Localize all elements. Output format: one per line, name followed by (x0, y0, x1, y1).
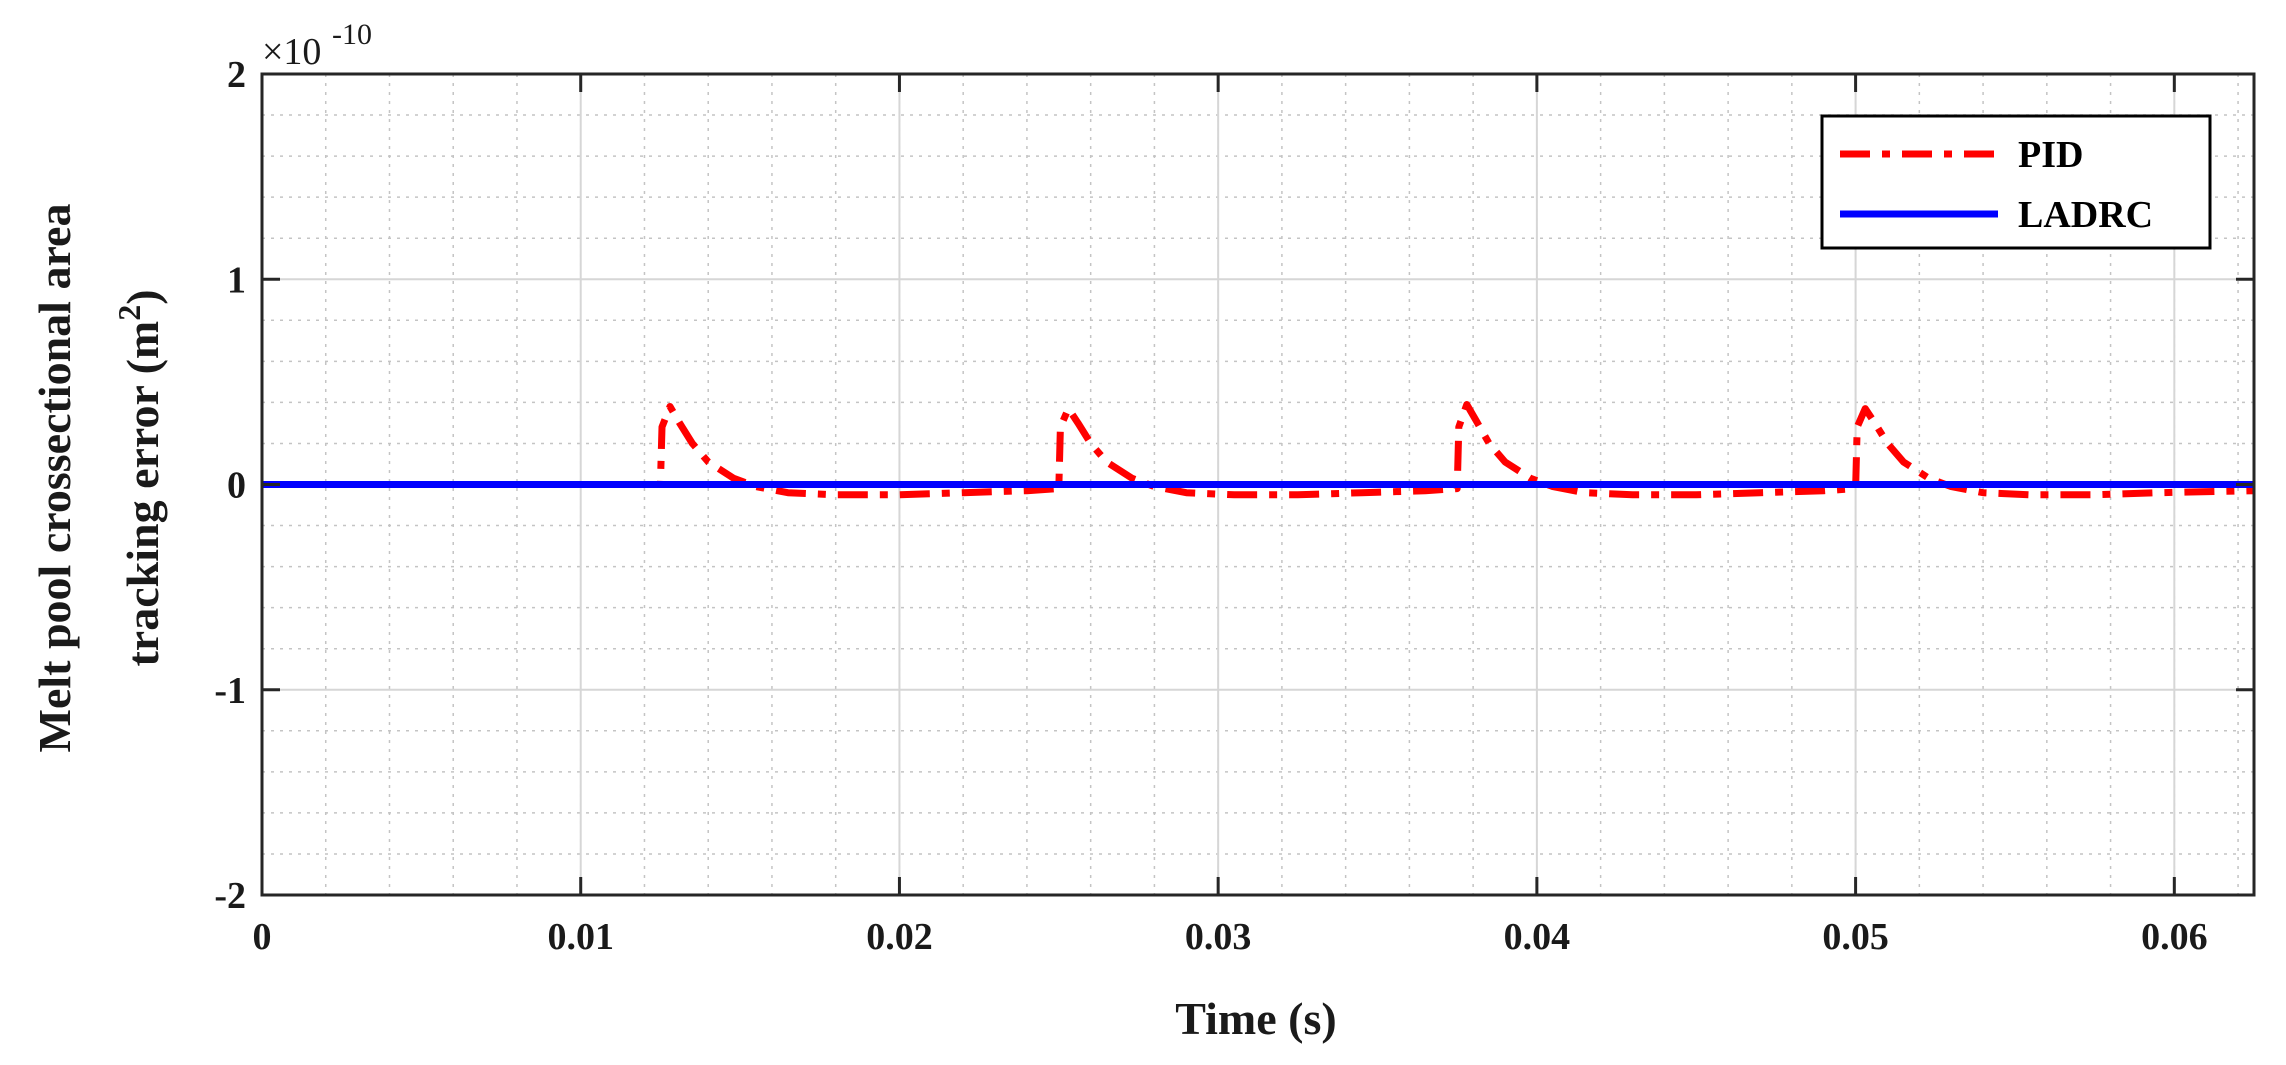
legend-box (1820, 114, 2212, 250)
x-tick-label: 0.02 (866, 916, 933, 958)
y-tick-label: 0 (227, 465, 246, 507)
legend-label-pid: PID (2018, 134, 2083, 176)
series-layer (262, 401, 2255, 499)
legend: PID LADRC (1820, 114, 2212, 250)
y-multiplier-exponent: -10 (332, 18, 372, 51)
y-tick-label: -1 (214, 670, 246, 712)
x-tick-label: 0.05 (1822, 916, 1889, 958)
y-axis-label-2: tracking error (m2) (111, 289, 168, 666)
y-axis-label-line2-end: ) (117, 289, 168, 304)
legend-label-ladrc: LADRC (2018, 194, 2153, 236)
y-multiplier: ×10 -10 (262, 18, 372, 73)
y-tick-label: -2 (214, 875, 246, 917)
x-tick-label: 0.06 (2141, 916, 2208, 958)
x-axis-label: Time (s) (1175, 993, 1336, 1044)
series-line-pid (262, 401, 2255, 499)
tick-labels: 0 0.01 0.02 0.03 0.04 0.05 0.06 -2 -1 0 1 2 (214, 54, 2207, 958)
x-tick-label: 0 (253, 916, 272, 958)
y-axis-label-line2-main: tracking error (m (117, 321, 168, 667)
x-tick-label: 0.04 (1504, 916, 1571, 958)
x-tick-label: 0.01 (547, 916, 614, 958)
y-axis-label-line2: tracking error (m2) (111, 289, 168, 666)
x-tick-label: 0.03 (1185, 916, 1252, 958)
y-multiplier-base: ×10 (262, 31, 321, 73)
y-axis-label: Melt pool crossectional area (29, 204, 80, 753)
y-tick-label: 1 (227, 259, 246, 301)
y-axis-label-superscript: 2 (111, 305, 147, 321)
y-tick-label: 2 (227, 54, 246, 96)
ticks (260, 72, 2254, 897)
y-axis-label-line1: Melt pool crossectional area (29, 204, 80, 753)
